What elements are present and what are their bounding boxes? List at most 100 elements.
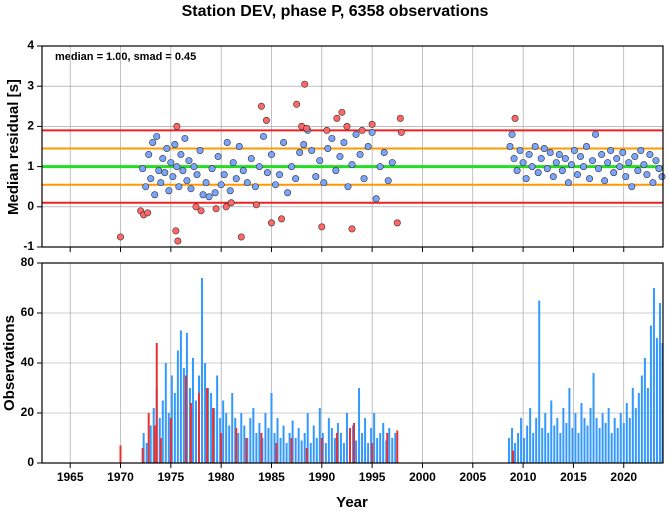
bar [538, 300, 541, 463]
bar [261, 438, 264, 463]
point [655, 165, 663, 173]
point [187, 185, 195, 193]
point [197, 207, 205, 215]
point [292, 175, 300, 183]
bar [512, 450, 515, 463]
bar [577, 433, 580, 463]
bar [361, 433, 364, 463]
point [637, 147, 645, 155]
point [214, 153, 222, 161]
point [169, 173, 177, 181]
bar [610, 433, 613, 463]
bar [336, 423, 339, 463]
y-tick-label: 3 [27, 78, 34, 92]
point [165, 187, 173, 195]
point [508, 130, 516, 138]
bar [529, 408, 532, 463]
point [173, 122, 181, 130]
bar [264, 413, 267, 463]
bar [141, 448, 144, 463]
bar [532, 433, 535, 463]
point [288, 163, 296, 171]
point [598, 151, 606, 159]
point [243, 179, 251, 187]
x-tick-label: 1970 [107, 470, 134, 484]
point [519, 159, 527, 167]
point [202, 179, 210, 187]
bar [508, 438, 511, 463]
bar [164, 363, 167, 463]
bar [201, 278, 204, 463]
bar [159, 438, 162, 463]
bar [228, 425, 231, 463]
bar [586, 425, 589, 463]
point [142, 183, 150, 191]
y-tick-label: 80 [21, 255, 35, 269]
point [528, 163, 536, 171]
bar [305, 448, 308, 463]
x-tick-label: 1980 [208, 470, 235, 484]
y-tick-label: -1 [23, 239, 34, 253]
y-tick-label: 20 [21, 405, 35, 419]
bar [352, 425, 355, 463]
point [616, 163, 624, 171]
bar [220, 433, 223, 463]
bar [142, 433, 145, 463]
bar [153, 425, 156, 463]
bar [249, 418, 252, 463]
bar [388, 428, 391, 463]
bar [348, 428, 351, 463]
bar [189, 403, 192, 463]
bar [188, 388, 191, 463]
point [293, 100, 301, 108]
point [251, 183, 259, 191]
point [549, 173, 557, 181]
point [564, 179, 572, 187]
bar [318, 408, 321, 463]
point [276, 171, 284, 179]
bar [324, 443, 327, 463]
point [117, 233, 125, 241]
bar [303, 433, 306, 463]
bar [213, 408, 216, 463]
bar [335, 433, 338, 463]
bar [279, 438, 282, 463]
point [316, 157, 324, 165]
point [212, 205, 220, 213]
point [340, 138, 348, 146]
point [652, 157, 660, 165]
bar [631, 388, 634, 463]
point [525, 151, 533, 159]
point [589, 157, 597, 165]
x-tick-label: 2020 [610, 470, 637, 484]
bar [589, 408, 592, 463]
point [625, 159, 633, 167]
bar [294, 438, 297, 463]
bar [547, 433, 550, 463]
bar [355, 440, 358, 463]
point [634, 167, 642, 175]
bar [598, 428, 601, 463]
point [576, 153, 584, 161]
point [552, 159, 560, 167]
bar [634, 408, 637, 463]
bar [607, 408, 610, 463]
point [534, 169, 542, 177]
point [155, 167, 163, 175]
bar [655, 338, 658, 463]
point [543, 165, 551, 173]
bar [276, 418, 279, 463]
bar [396, 430, 399, 463]
bar [270, 393, 273, 463]
bar [535, 418, 538, 463]
point [604, 159, 612, 167]
bar [149, 425, 152, 463]
bar [312, 425, 315, 463]
point [388, 159, 396, 167]
bar [216, 375, 219, 463]
point [336, 153, 344, 161]
bar [367, 443, 370, 463]
x-tick-label: 1995 [359, 470, 386, 484]
point [190, 163, 198, 171]
bar [191, 358, 194, 463]
